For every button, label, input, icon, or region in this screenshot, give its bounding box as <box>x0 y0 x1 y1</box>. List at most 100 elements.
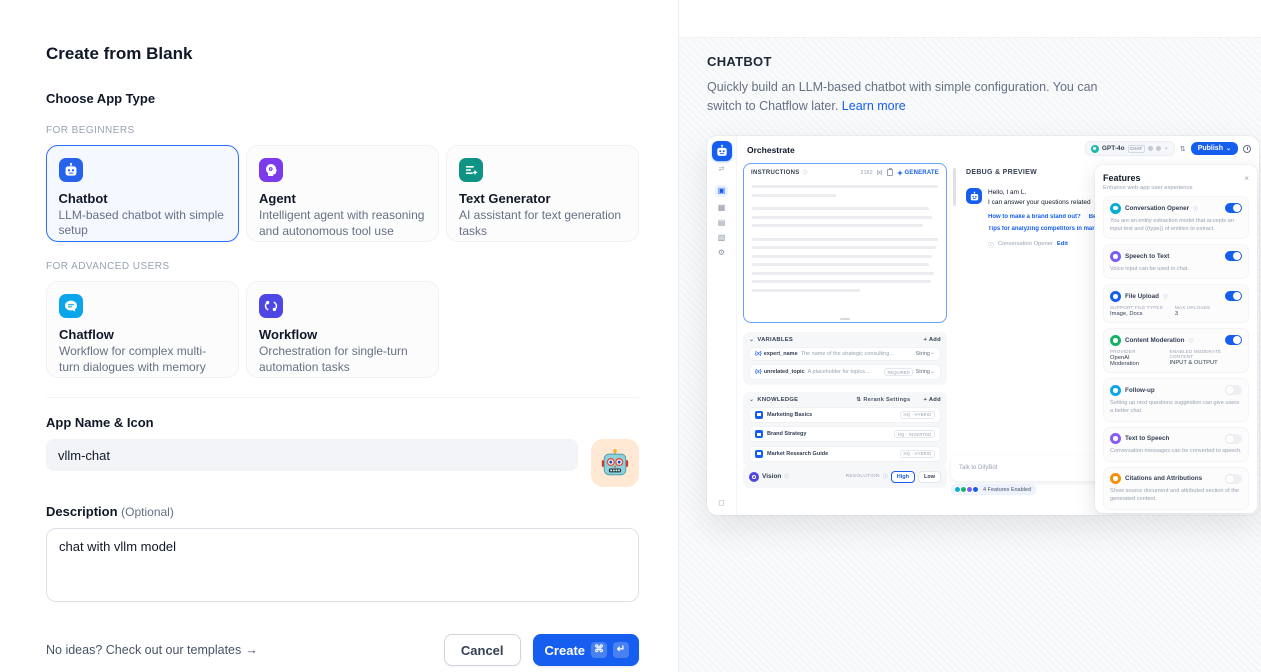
params-icon: ⇅ <box>1179 145 1186 153</box>
app-type-card-text-generator[interactable]: Text Generator AI assistant for text gen… <box>446 145 639 242</box>
dataset-icon <box>755 449 763 458</box>
suggested-question: Bes <box>1089 214 1100 220</box>
required-badge: REQUIRED <box>884 368 913 376</box>
app-icon-picker[interactable] <box>591 439 639 487</box>
group-label-beginners: FOR BEGINNERS <box>46 125 135 136</box>
toggle-off <box>1225 433 1242 444</box>
info-icon <box>1163 293 1168 300</box>
publish-button: Publish <box>1190 142 1238 155</box>
templates-link[interactable]: No ideas? Check out our templates → <box>46 643 258 657</box>
variables-panel: VARIABLES + Add {x} expert_name The name… <box>743 332 947 385</box>
feature-conversation-opener: Conversation Opener You are an entity ex… <box>1103 196 1249 240</box>
text-to-speech-icon <box>1110 433 1121 445</box>
knowledge-row: Brand Strategy HQ · INVERTED <box>749 426 941 442</box>
toggle-on <box>1225 291 1242 302</box>
description-label: Description (Optional) <box>46 504 174 519</box>
suggested-question: Tips for analyzing competitors in market <box>988 225 1104 232</box>
app-type-card-agent[interactable]: Agent Intelligent agent with reasoning a… <box>246 145 439 242</box>
advanced-cards-row: Chatflow Workflow for complex multi-turn… <box>46 281 639 378</box>
info-icon <box>1193 205 1198 212</box>
description-optional-hint: (Optional) <box>121 505 174 519</box>
feature-text-to-speech: Text to Speech Conversation messages can… <box>1103 426 1249 462</box>
info-icon <box>883 473 888 480</box>
bot-greeting: Hello, I am L. I can answer your questio… <box>988 189 1091 206</box>
add-variable-button: + Add <box>923 336 941 343</box>
preview-app-icon <box>711 141 732 161</box>
model-provider-icon <box>1090 144 1099 153</box>
switch-app-icon: ⇄ <box>718 166 725 173</box>
toggle-off <box>1225 385 1242 396</box>
knowledge-row: Market Research Guide HQ · HYBRID <box>749 445 941 462</box>
app-type-card-workflow[interactable]: Workflow Orchestration for single-turn a… <box>246 281 439 378</box>
toggle-on <box>1225 335 1242 346</box>
copy-icon <box>886 168 893 176</box>
choose-app-type-label: Choose App Type <box>46 91 156 106</box>
char-count: 2182 <box>860 169 873 176</box>
features-enabled-bar: 4 Features Enabled <box>951 484 1037 495</box>
knowledge-panel: KNOWLEDGE ⇅Rerank Settings + Add Marketi… <box>743 392 947 467</box>
app-type-card-chatflow[interactable]: Chatflow Workflow for complex multi-turn… <box>46 281 239 378</box>
create-button[interactable]: Create ⌘ ↵ <box>532 634 639 666</box>
knowledge-row: Marketing Basics HQ · HYBRID <box>749 406 941 423</box>
cancel-button[interactable]: Cancel <box>443 634 521 666</box>
agent-icon <box>259 158 283 182</box>
dataset-icon <box>755 430 763 438</box>
logs-nav-icon: ▦ <box>717 203 726 212</box>
chevron-down-icon <box>930 349 935 356</box>
speech-to-text-icon <box>1110 250 1121 262</box>
app-type-preview-panel: CHATBOT Quickly build an LLM-based chatb… <box>678 0 1261 672</box>
model-selector: GPT-4o CHAT <box>1084 141 1175 156</box>
bot-avatar <box>966 188 982 204</box>
settings-nav-icon: ⚙ <box>717 248 726 257</box>
dialog-title: Create from Blank <box>46 44 193 63</box>
opener-icon <box>988 240 994 249</box>
info-icon <box>1188 337 1193 344</box>
text-generator-icon <box>459 158 483 182</box>
app-name-input[interactable] <box>46 439 578 471</box>
toggle-on <box>1225 251 1242 262</box>
conversation-opener-icon <box>1110 202 1121 214</box>
panel-top-strip <box>679 0 1261 38</box>
generate-button: GENERATE <box>896 169 940 176</box>
section-divider <box>46 397 639 398</box>
instructions-placeholder-text <box>744 180 946 302</box>
scrollbar <box>953 168 956 206</box>
feature-follow-up: Follow-up Setting up next questions sugg… <box>1103 378 1249 422</box>
info-icon <box>784 473 789 480</box>
chatflow-icon <box>59 294 83 318</box>
info-icon <box>803 169 808 176</box>
chevron-down-icon <box>1226 145 1231 152</box>
instructions-panel: INSTRUCTIONS 2182 {x} GENERATE <box>743 163 947 323</box>
app-type-card-chatbot[interactable]: Chatbot LLM-based chatbot with simple se… <box>46 145 239 242</box>
description-textarea[interactable]: chat with vllm model <box>46 528 639 602</box>
enter-key-icon: ↵ <box>613 642 629 658</box>
collapse-sidebar-icon: ◻ <box>718 498 725 507</box>
preview-page-title: Orchestrate <box>747 145 795 155</box>
chevron-down-icon <box>1164 144 1169 151</box>
variable-row: {x} unrelated_topic A placeholder for to… <box>749 364 941 380</box>
history-icon <box>1243 144 1251 153</box>
add-knowledge-button: + Add <box>923 396 941 403</box>
vision-icon <box>749 471 759 482</box>
arrow-right-icon: → <box>245 643 258 657</box>
feature-speech-to-text: Speech to Text Voice input can be used i… <box>1103 244 1249 280</box>
close-icon: × <box>1244 173 1249 183</box>
learn-more-link[interactable]: Learn more <box>841 98 906 113</box>
resize-handle <box>840 318 850 320</box>
rerank-icon: ⇅ <box>856 396 862 403</box>
resolution-low-button: Low <box>918 470 941 483</box>
create-app-dialog: Create from Blank Choose App Type FOR BE… <box>46 44 639 666</box>
follow-up-icon <box>1110 384 1121 396</box>
preview-heading: CHATBOT <box>707 54 772 69</box>
rerank-settings-button: ⇅ Rerank Settings <box>856 396 911 403</box>
cmd-key-icon: ⌘ <box>591 642 607 658</box>
resolution-high-button: High <box>890 470 915 483</box>
features-panel: Features × Enhance web-app user experien… <box>1095 165 1257 513</box>
robot-emoji-icon <box>601 448 629 476</box>
model-mic-icon <box>1147 146 1153 151</box>
orchestrate-nav-icon: ▣ <box>714 185 729 197</box>
model-settings-icon <box>1155 146 1161 151</box>
feature-citations: Citations and Attributions Show source d… <box>1103 466 1249 510</box>
